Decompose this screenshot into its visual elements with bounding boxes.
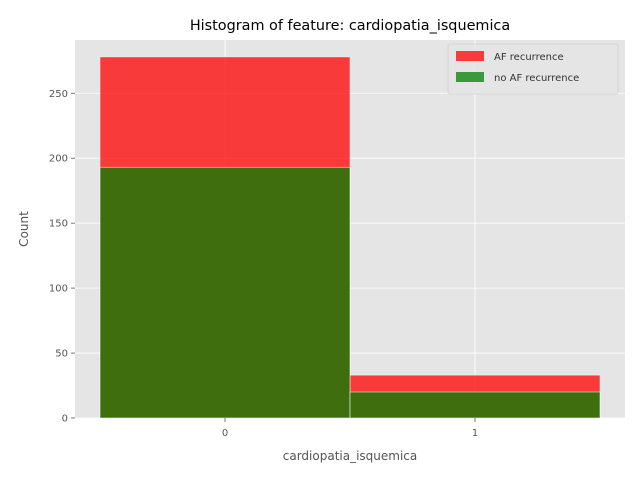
x-tick-label: 1 — [472, 428, 478, 439]
bars — [99, 56, 601, 419]
legend-swatch-af-recurrence — [456, 51, 484, 61]
y-tick-label: 200 — [49, 154, 68, 165]
legend-label-af-recurrence: AF recurrence — [494, 52, 564, 63]
y-tick-label: 150 — [49, 219, 68, 230]
y-tick-label: 0 — [62, 414, 68, 425]
legend: AF recurrence no AF recurrence — [447, 43, 619, 95]
legend-label-no-af-recurrence: no AF recurrence — [494, 73, 579, 84]
y-tick-label: 250 — [49, 89, 68, 100]
legend-swatch-no-af-recurrence — [456, 72, 484, 82]
y-ticks: 0 50 100 150 200 250 — [49, 89, 75, 425]
legend-box — [447, 43, 619, 95]
x-axis-title: cardiopatia_isquemica — [283, 449, 418, 463]
chart-title: Histogram of feature: cardiopatia_isquem… — [190, 18, 510, 34]
y-axis-title: Count — [17, 211, 31, 247]
x-tick-label: 0 — [222, 428, 228, 439]
y-tick-label: 100 — [49, 284, 68, 295]
bar-no-af-recurrence-1 — [349, 391, 601, 419]
y-tick-label: 50 — [55, 349, 68, 360]
bar-no-af-recurrence-0 — [99, 166, 351, 419]
